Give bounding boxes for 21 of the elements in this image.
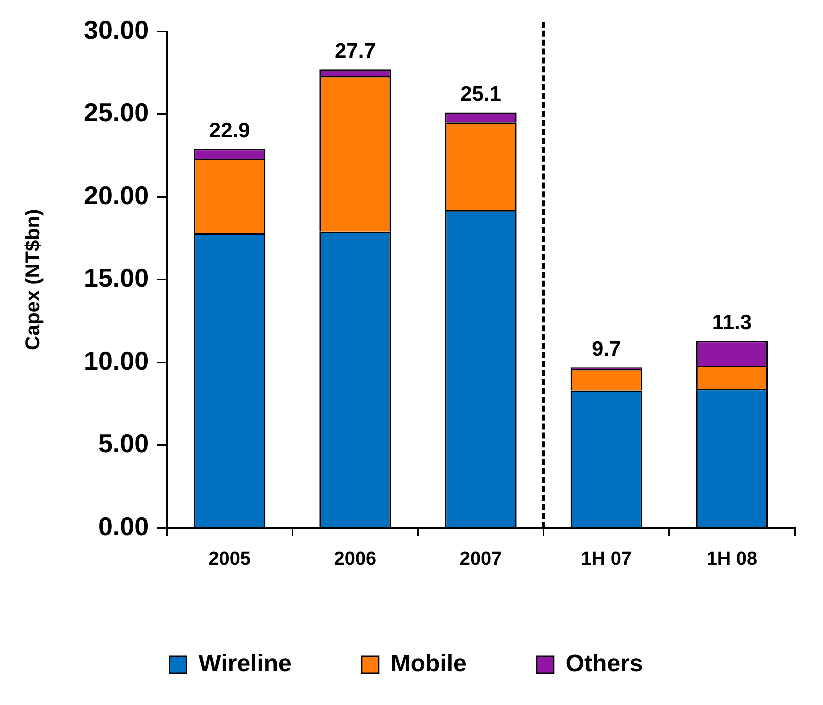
- total-label: 27.7: [335, 40, 376, 63]
- x-tick-label: 2007: [460, 548, 502, 570]
- y-tick-label: 30.00: [84, 14, 150, 45]
- y-axis-title: Capex (NT$bn): [22, 209, 45, 350]
- x-tick-label: 2005: [208, 548, 252, 570]
- total-label: 22.9: [209, 119, 250, 142]
- total-label: 9.7: [592, 338, 622, 361]
- legend-label: Mobile: [390, 650, 467, 678]
- x-tick-label: 1H 07: [581, 548, 632, 570]
- y-tick-label: 25.00: [84, 98, 150, 128]
- total-label: 25.1: [460, 83, 502, 106]
- x-tick-label: 1H 08: [706, 548, 758, 570]
- y-tick-label: 15.00: [84, 263, 150, 294]
- legend-label: Others: [566, 650, 644, 678]
- y-tick-label: 5.00: [98, 428, 150, 459]
- y-tick-label: 10.00: [84, 346, 150, 376]
- legend-label: Wireline: [198, 650, 292, 678]
- y-tick-label: 20.00: [84, 180, 150, 210]
- y-tick-label: 0.00: [98, 511, 150, 542]
- x-tick-label: 2006: [334, 548, 377, 570]
- total-label: 11.3: [712, 311, 752, 334]
